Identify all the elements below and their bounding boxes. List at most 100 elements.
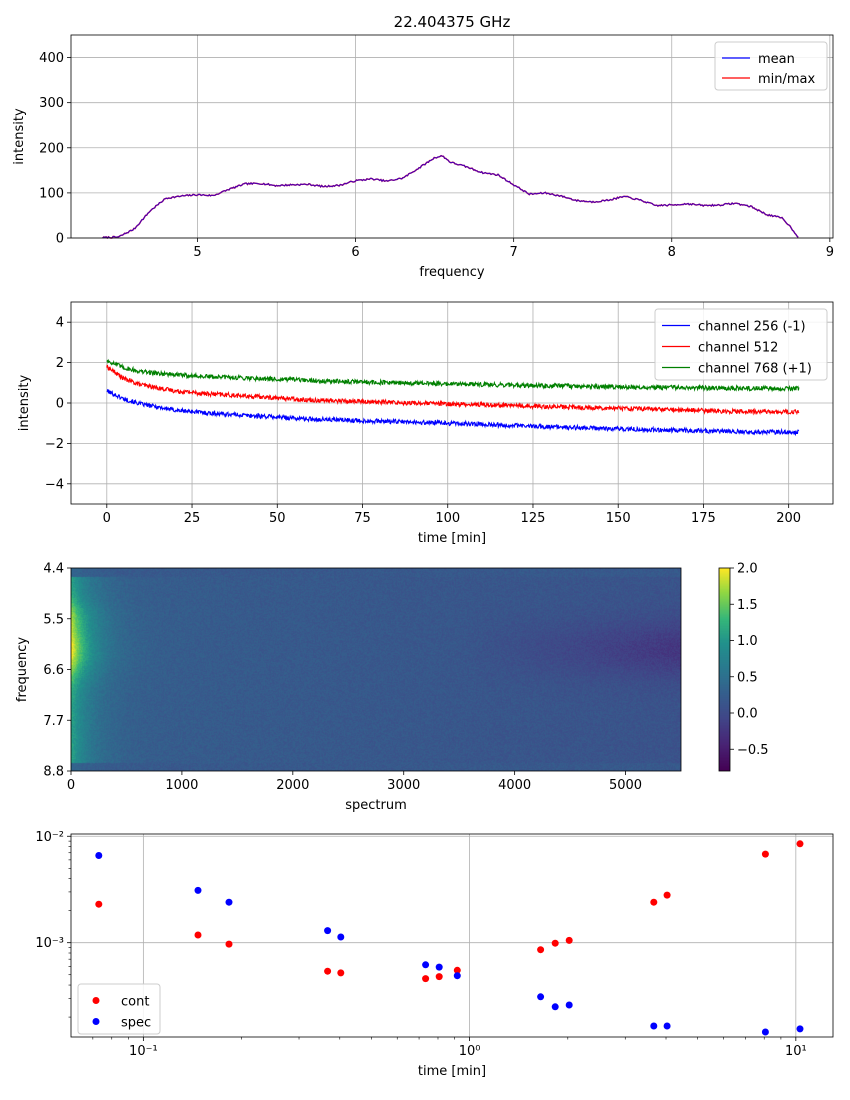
plot-frame: [70, 34, 834, 239]
y-tick-label: 2: [56, 356, 64, 371]
point-spec: [453, 972, 461, 980]
y-tick-label: −4: [45, 477, 64, 492]
x-tick-label: 175: [691, 511, 716, 526]
legend-label: channel 512: [698, 341, 778, 356]
x-tick-label: 2000: [276, 778, 309, 793]
y-tick-label: 8.8: [43, 765, 64, 780]
point-cont: [337, 969, 345, 977]
x-tick-label: 4000: [498, 778, 531, 793]
y-tick-label: 400: [39, 51, 64, 66]
x-axis-label: frequency: [419, 265, 485, 280]
y-tick-label: 200: [39, 141, 64, 156]
point-spec: [337, 933, 345, 941]
x-tick-label: 5: [193, 245, 201, 260]
point-cont: [324, 967, 332, 975]
point-cont: [537, 946, 545, 954]
y-tick-label: 4: [56, 316, 64, 331]
plot-frame: [70, 301, 834, 505]
x-tick-label: 150: [606, 511, 631, 526]
point-cont: [796, 840, 804, 848]
y-tick-label: 300: [39, 96, 64, 111]
x-axis-label: spectrum: [345, 798, 407, 813]
x-tick-label: 3000: [387, 778, 420, 793]
point-cont: [225, 940, 233, 948]
x-tick-label: 7: [510, 245, 518, 260]
y-tick-label: 0: [56, 397, 64, 412]
legend-label: mean: [758, 52, 795, 67]
x-tick-label: 200: [776, 511, 801, 526]
legend-marker-spec: [92, 1018, 100, 1025]
x-tick-label: 10⁰: [459, 1044, 481, 1059]
point-cont: [422, 975, 430, 983]
mean-spectrum-panel: 5 6 7 8 9 0 100 200 300 400 frequency intensity mean…: [12, 34, 834, 280]
y-tick-label: 6.6: [43, 663, 64, 678]
point-spec: [565, 1001, 573, 1009]
legend-marker-cont: [92, 997, 100, 1004]
x-tick-label: 5000: [609, 778, 642, 793]
point-spec: [796, 1025, 804, 1033]
legend-label: spec: [121, 1016, 151, 1031]
x-tick-label: 125: [521, 511, 546, 526]
plot-frame: [70, 833, 834, 1038]
point-spec: [663, 1022, 671, 1030]
x-tick-label: 10¹: [785, 1044, 807, 1059]
y-axis-label: intensity: [17, 375, 32, 432]
channel-timeseries-panel: 0 25 50 75 100 125 150 175 200 −4 −2 0 2 4 time [min] i…: [17, 301, 834, 546]
series-channel-256-1-: [106, 389, 800, 437]
colorbar-frame: [718, 567, 731, 772]
point-spec: [95, 852, 103, 859]
legend-label: channel 256 (-1): [698, 320, 806, 335]
x-tick-label: 0: [103, 511, 111, 526]
x-axis-label: time [min]: [418, 1064, 486, 1079]
point-cont: [194, 931, 202, 939]
point-spec: [761, 1028, 769, 1036]
point-spec: [551, 1003, 559, 1011]
x-axis-label: time [min]: [418, 531, 486, 546]
x-tick-label: 8: [668, 245, 676, 260]
y-tick-label: −2: [45, 437, 64, 452]
colorbar-tick-label: −0.5: [737, 743, 769, 758]
point-spec: [650, 1022, 658, 1030]
series-channel-768-1-: [106, 358, 800, 393]
y-tick-label: 5.5: [43, 612, 64, 627]
x-tick-label: 9: [826, 245, 834, 260]
point-cont: [650, 898, 658, 906]
colorbar-tick-label: 1.0: [737, 634, 758, 649]
heatmap-image: [71, 568, 681, 771]
x-tick-label: 25: [184, 511, 201, 526]
y-tick-label: 10⁻²: [35, 830, 64, 845]
x-tick-label: 10⁻¹: [129, 1044, 158, 1059]
x-tick-label: 50: [269, 511, 286, 526]
point-cont: [663, 891, 671, 899]
colorbar-tick-label: 0.0: [737, 707, 758, 722]
point-spec: [324, 927, 332, 935]
y-axis-label: intensity: [12, 108, 27, 165]
point-cont: [435, 973, 443, 981]
legend-box: [654, 308, 828, 381]
waterfall-heatmap-panel: 0 1000 2000 3000 4000 5000 4.4 5.5 6.6 7.7 8.8 spec…: [15, 562, 769, 814]
figure-title: 22.404375 GHz: [394, 13, 511, 31]
x-tick-label: 6: [351, 245, 359, 260]
colorbar-tick-label: 0.5: [737, 670, 758, 685]
legend-label: cont: [121, 995, 149, 1010]
point-cont: [95, 900, 103, 908]
plot-frame: [70, 567, 682, 772]
y-tick-label: 10⁻³: [35, 936, 64, 951]
y-tick-label: 0: [56, 232, 64, 247]
series-mean: [102, 155, 799, 239]
colorbar-gradient: [719, 568, 730, 771]
y-axis-label: frequency: [15, 637, 30, 703]
y-tick-label: 7.7: [43, 714, 64, 729]
x-tick-label: 100: [435, 511, 460, 526]
point-cont: [453, 966, 461, 974]
x-tick-label: 1000: [165, 778, 198, 793]
x-tick-label: 75: [354, 511, 371, 526]
point-spec: [435, 963, 443, 971]
series-channel-512: [106, 364, 800, 416]
point-spec: [194, 886, 202, 894]
point-cont: [565, 936, 573, 944]
legend-label: channel 768 (+1): [698, 362, 812, 377]
point-spec: [225, 898, 233, 906]
colorbar-tick-label: 1.5: [737, 598, 758, 613]
